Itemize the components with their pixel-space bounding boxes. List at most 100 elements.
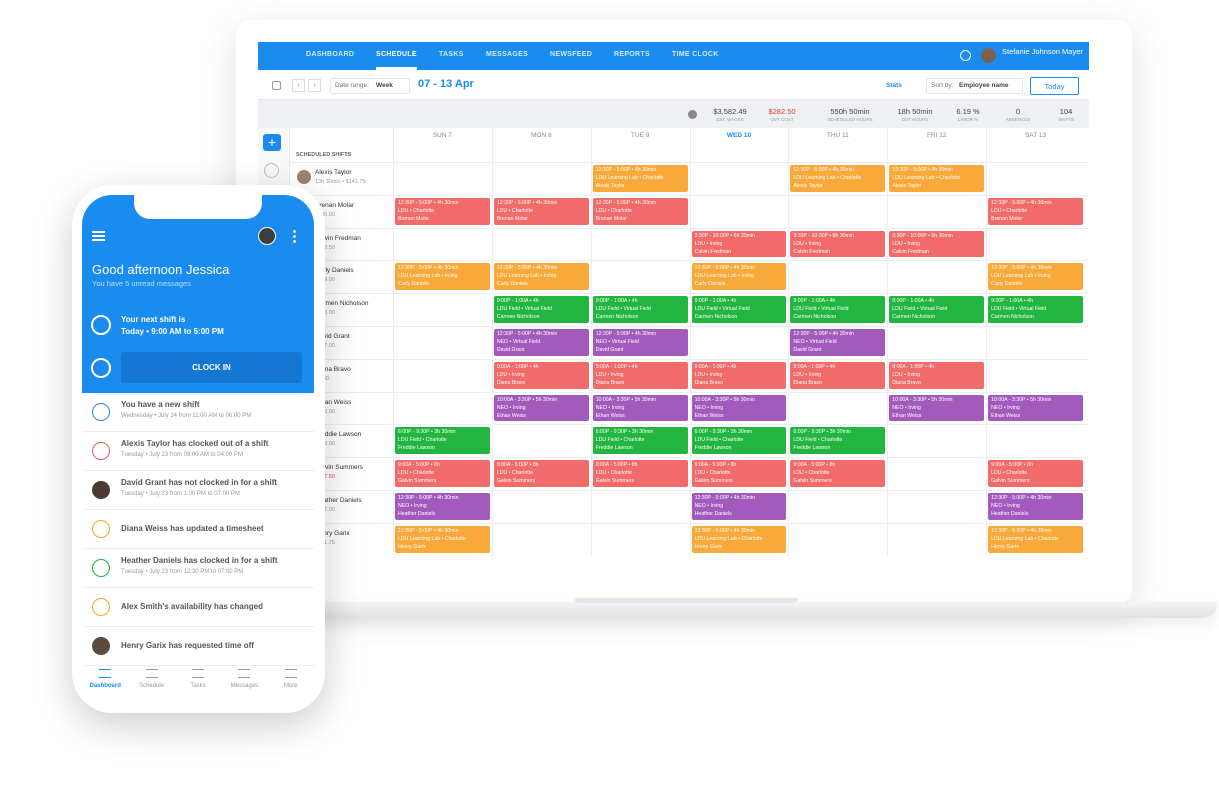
shift-card[interactable]: 9:00A - 5:00P • 8h LDU • Charlotte Galvin … bbox=[988, 460, 1083, 487]
nav-item[interactable]: SCHEDULE bbox=[376, 51, 417, 58]
shift-card[interactable]: 9:00A - 1:00P • 4h LDU • Irving Diana Brav… bbox=[592, 361, 688, 389]
shift-card[interactable]: 12:30P - 5:00P • 4h 30min LDU Learning La… bbox=[790, 165, 886, 192]
user-avatar[interactable] bbox=[981, 48, 996, 63]
shift-employee: Ethan Weiss bbox=[595, 412, 625, 419]
nav-item[interactable]: NEWSFEED bbox=[550, 51, 593, 58]
shift-employee: Carly Daniels bbox=[694, 281, 726, 288]
location-button[interactable] bbox=[264, 163, 279, 178]
notification-row[interactable] bbox=[82, 471, 314, 510]
more-icon[interactable] bbox=[293, 229, 296, 243]
tab-label[interactable]: Messages bbox=[230, 683, 259, 689]
shift-card[interactable]: 3:30P - 10:00P • 6h 30min LDU • Irving Cal… bbox=[790, 230, 886, 258]
shift-card[interactable]: 9:00A - 5:00P • 8h LDU • Charlotte Galvin … bbox=[395, 460, 490, 487]
shift-card[interactable]: 9:00A - 5:00P • 8h LDU • Charlotte Galvin … bbox=[592, 460, 688, 487]
shift-card[interactable]: 12:30P - 5:00P • 4h 30min NEO • Virtual F… bbox=[592, 329, 688, 356]
stats-button[interactable]: Stats bbox=[886, 82, 902, 89]
shift-place: LDU Field • Charlotte bbox=[398, 437, 447, 444]
shift-card[interactable]: 12:30P - 5:00P • 4h 30min LDU Learning La… bbox=[691, 525, 787, 553]
shift-card[interactable]: 12:30P - 5:00P • 4h 30min NEO • Irving Hea… bbox=[395, 493, 490, 520]
shift-card[interactable]: 12:30P - 5:00P • 4h 30min NEO • Irving Hea… bbox=[691, 493, 787, 520]
nav-item[interactable]: DASHBOARD bbox=[306, 51, 355, 58]
tab-label[interactable]: More bbox=[283, 683, 298, 689]
notification-row[interactable] bbox=[82, 549, 314, 588]
shift-card[interactable]: 9:00P - 1:00A • 4h LDU Field • Virtual Fi… bbox=[889, 296, 985, 323]
shift-employee: Henry Garix bbox=[991, 543, 1019, 550]
shift-card[interactable]: 10:00A - 3:30P • 5h 30min NEO • Irving Eth… bbox=[493, 394, 589, 422]
shift-time: 12:30P - 5:00P • 4h 30min bbox=[694, 495, 756, 501]
row-line bbox=[290, 391, 1089, 393]
shift-card[interactable]: 9:00P - 1:00A • 4h LDU Field • Virtual Fi… bbox=[592, 296, 688, 323]
shift-card[interactable]: 9:00P - 1:00A • 4h LDU Field • Virtual Fi… bbox=[790, 296, 886, 323]
shift-card[interactable]: 9:00A - 1:00P • 4h LDU • Irving Diana Brav… bbox=[691, 361, 787, 389]
shift-card[interactable]: 12:30P - 5:00P • 4h 30min LDU Learning La… bbox=[592, 165, 688, 192]
shift-card[interactable]: 9:00P - 1:00A • 4h LDU Field • Virtual Fi… bbox=[691, 296, 787, 323]
date-range-select[interactable] bbox=[330, 78, 410, 94]
shift-card[interactable]: 3:30P - 10:00P • 6h 30min LDU • Irving Cal… bbox=[889, 230, 985, 258]
tab-icon[interactable] bbox=[99, 669, 112, 678]
sort-select[interactable] bbox=[926, 78, 1023, 94]
shift-card[interactable]: 12:30P - 5:00P • 4h 30min LDU • Charlotte… bbox=[493, 197, 589, 225]
select-checkbox[interactable] bbox=[272, 81, 281, 90]
clock-in-button[interactable] bbox=[121, 352, 302, 383]
tab-icon[interactable] bbox=[145, 669, 158, 678]
notification-row[interactable] bbox=[82, 588, 314, 627]
shift-card[interactable]: 10:00A - 3:30P • 5h 30min NEO • Irving Eth… bbox=[988, 394, 1083, 422]
nav-item[interactable]: REPORTS bbox=[614, 51, 650, 58]
shift-card[interactable]: 9:00A - 1:00P • 4h LDU • Irving Diana Brav… bbox=[493, 361, 589, 389]
prev-button[interactable]: ‹ bbox=[292, 79, 305, 92]
notification-row[interactable] bbox=[82, 432, 314, 471]
shift-card[interactable]: 12:30P - 5:00P • 4h 30min LDU Learning La… bbox=[395, 263, 490, 291]
shift-card[interactable]: 6:00P - 9:30P • 3h 30min LDU Field • Char… bbox=[691, 427, 787, 455]
shift-card[interactable]: 10:00A - 3:30P • 5h 30min NEO • Irving Eth… bbox=[889, 394, 985, 422]
notification-row[interactable] bbox=[82, 627, 314, 666]
info-icon[interactable] bbox=[960, 50, 971, 61]
clock-in-label[interactable]: CLOCK IN bbox=[192, 363, 231, 372]
nav-item[interactable]: MESSAGES bbox=[486, 51, 529, 58]
shift-card[interactable]: 12:30P - 5:00P • 4h 30min LDU Learning La… bbox=[395, 525, 490, 553]
shift-card[interactable]: 12:30P - 5:00P • 4h 30min NEO • Virtual F… bbox=[493, 329, 589, 356]
shift-card[interactable]: 9:00P - 1:00A • 4h LDU Field • Virtual Fi… bbox=[493, 296, 589, 323]
week-label[interactable]: 07 - 13 Apr bbox=[418, 78, 474, 90]
today-button[interactable] bbox=[1030, 77, 1079, 95]
shift-card[interactable]: 3:30P - 10:00P • 6h 30min LDU • Irving Cal… bbox=[691, 230, 787, 258]
tab-label[interactable]: Tasks bbox=[190, 683, 206, 689]
phone-avatar[interactable] bbox=[258, 227, 276, 245]
shift-card[interactable]: 12:30P - 5:00P • 4h 30min LDU Learning La… bbox=[691, 263, 787, 291]
nav-item[interactable]: TIME CLOCK bbox=[672, 51, 719, 58]
shift-employee: David Grant bbox=[595, 347, 624, 353]
shift-card[interactable]: 9:00A - 5:00P • 8h LDU • Charlotte Galvin … bbox=[493, 460, 589, 487]
shift-card[interactable]: 9:00P - 1:00A • 4h LDU Field • Virtual Fi… bbox=[988, 296, 1083, 323]
shift-card[interactable]: 12:30P - 5:00P • 4h 30min LDU Learning La… bbox=[988, 525, 1083, 553]
shift-card[interactable]: 12:30P - 5:00P • 4h 30min LDU • Charlotte… bbox=[395, 197, 490, 225]
shift-card[interactable]: 9:00A - 5:00P • 8h LDU • Charlotte Galvin … bbox=[691, 460, 787, 487]
day-header: WED 10 bbox=[726, 132, 752, 139]
shift-card[interactable]: 12:30P - 5:00P • 4h 30min NEO • Virtual F… bbox=[790, 329, 886, 356]
shift-card[interactable]: 12:30P - 5:00P • 4h 30min LDU Learning La… bbox=[988, 263, 1083, 291]
today-label[interactable]: Today bbox=[1044, 82, 1065, 91]
tab-icon[interactable] bbox=[192, 669, 204, 678]
shift-card[interactable]: 12:30P - 5:00P • 4h 30min LDU • Charlotte… bbox=[592, 197, 688, 225]
shift-card[interactable]: 6:00P - 9:30P • 3h 30min LDU Field • Char… bbox=[790, 427, 886, 455]
shift-card[interactable]: 10:00A - 3:30P • 5h 30min NEO • Irving Eth… bbox=[691, 394, 787, 422]
shift-card[interactable]: 12:30P - 5:00P • 4h 30min LDU • Charlotte… bbox=[988, 197, 1083, 225]
tab-icon[interactable] bbox=[238, 669, 251, 678]
shift-card[interactable]: 10:00A - 3:30P • 5h 30min NEO • Irving Eth… bbox=[592, 394, 688, 422]
shift-card[interactable]: 9:00A - 1:00P • 4h LDU • Irving Diana Brav… bbox=[790, 361, 886, 389]
shift-card[interactable]: 9:00A - 5:00P • 8h LDU • Charlotte Galvin … bbox=[790, 460, 886, 487]
shift-card[interactable]: 12:30P - 5:00P • 4h 30min NEO • Irving Hea… bbox=[988, 493, 1083, 520]
notification-row[interactable] bbox=[82, 393, 314, 432]
nav-item[interactable]: TASKS bbox=[439, 51, 464, 58]
next-button[interactable]: › bbox=[308, 79, 321, 92]
tab-label[interactable]: Dashboard bbox=[89, 683, 121, 689]
shift-card[interactable]: 12:30P - 5:00P • 4h 30min LDU Learning La… bbox=[889, 165, 985, 192]
stat-label: OVT COST bbox=[770, 117, 794, 122]
notification-row[interactable] bbox=[82, 510, 314, 549]
shift-card[interactable]: 6:00P - 9:30P • 3h 30min LDU Field • Char… bbox=[592, 427, 688, 455]
tab-label[interactable]: Schedule bbox=[139, 683, 165, 689]
shift-card[interactable]: 12:30P - 5:00P • 4h 30min LDU Learning La… bbox=[493, 263, 589, 291]
add-button[interactable]: + bbox=[263, 134, 281, 151]
shift-card[interactable]: 6:00P - 9:30P • 3h 30min LDU Field • Char… bbox=[395, 427, 490, 455]
shift-card[interactable]: 9:00A - 1:00P • 4h LDU • Irving Diana Brav… bbox=[889, 361, 985, 389]
menu-icon[interactable] bbox=[92, 231, 105, 241]
tab-icon[interactable] bbox=[284, 669, 297, 678]
